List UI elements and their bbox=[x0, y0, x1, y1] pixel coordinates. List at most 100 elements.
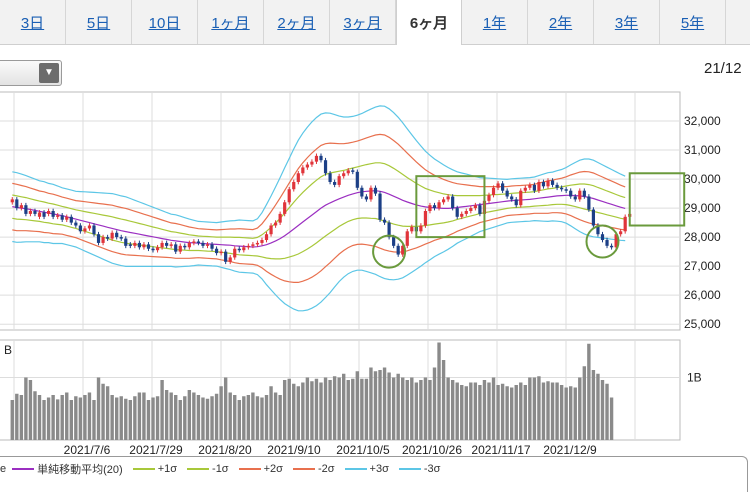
volume-bar bbox=[219, 386, 223, 440]
candle bbox=[46, 211, 51, 214]
volume-bar bbox=[142, 392, 146, 440]
candle bbox=[151, 248, 155, 251]
candle bbox=[550, 180, 555, 185]
tab-9[interactable]: 3年 bbox=[594, 0, 660, 44]
legend-label: -3σ bbox=[423, 463, 441, 475]
volume-bar bbox=[296, 386, 300, 440]
volume-bar bbox=[432, 367, 437, 440]
volume-bar bbox=[201, 397, 205, 440]
candle bbox=[437, 202, 441, 209]
candle bbox=[19, 205, 23, 209]
volume-bar bbox=[10, 400, 14, 440]
volume-bar bbox=[582, 366, 587, 440]
chart-type-select[interactable]: ▼ bbox=[0, 60, 62, 86]
candle bbox=[342, 173, 346, 177]
y-tick-label: 26,000 bbox=[684, 288, 721, 302]
candle bbox=[491, 187, 496, 196]
volume-bar bbox=[351, 378, 355, 440]
candle bbox=[169, 244, 173, 246]
candle bbox=[346, 170, 350, 174]
candle bbox=[401, 245, 405, 255]
volume-bar bbox=[391, 377, 396, 440]
candle bbox=[51, 211, 55, 217]
volume-bar bbox=[564, 387, 568, 440]
chevron-down-icon[interactable]: ▼ bbox=[39, 63, 59, 83]
tab-3[interactable]: 1ヶ月 bbox=[198, 0, 264, 44]
tab-label: 6ヶ月 bbox=[409, 15, 449, 32]
candle bbox=[83, 228, 87, 232]
band-minus1 bbox=[12, 203, 626, 260]
tab-4[interactable]: 2ヶ月 bbox=[264, 0, 330, 44]
legend: e 単純移動平均(20) +1σ -1σ +2σ -2σ +3σ -3σ bbox=[0, 459, 750, 479]
candle bbox=[273, 222, 278, 226]
volume-bar bbox=[396, 373, 400, 440]
candle bbox=[541, 181, 546, 187]
tab-2[interactable]: 10日 bbox=[132, 0, 198, 44]
volume-bar bbox=[519, 382, 523, 440]
volume-bar bbox=[314, 378, 319, 440]
period-tabs: 3日 5日 10日 1ヶ月 2ヶ月 3ヶ月 6ヶ月 1年 2年 3年 5年 bbox=[0, 0, 750, 45]
tab-label: 5年 bbox=[680, 14, 705, 32]
volume-bar bbox=[192, 392, 196, 440]
volume-bar bbox=[428, 380, 432, 440]
volume-bar bbox=[74, 396, 78, 440]
volume-bar bbox=[60, 395, 64, 440]
legend-label: -2σ bbox=[317, 463, 335, 475]
volume-bar bbox=[469, 382, 473, 440]
candle bbox=[478, 205, 482, 214]
volume-bar bbox=[33, 391, 37, 440]
legend-item-p1: +1σ bbox=[132, 463, 177, 475]
candle bbox=[10, 199, 14, 203]
candle bbox=[192, 241, 196, 243]
volume-bar bbox=[537, 376, 541, 440]
legend-item-m2: -2σ bbox=[292, 463, 335, 475]
volume-bar bbox=[242, 396, 246, 440]
candle bbox=[355, 171, 359, 188]
tab-label: 2ヶ月 bbox=[277, 14, 316, 32]
tab-8[interactable]: 2年 bbox=[528, 0, 594, 44]
tab-5[interactable]: 3ヶ月 bbox=[330, 0, 396, 44]
candle bbox=[160, 242, 164, 248]
price-chart: 25,000 26,000 27,000 28,000 29,000 30,000 31,0… bbox=[0, 91, 721, 457]
y-tick-label: 32,000 bbox=[684, 114, 721, 128]
volume-bar bbox=[464, 386, 468, 440]
tab-6[interactable]: 6ヶ月 bbox=[396, 0, 462, 45]
volume-bar bbox=[251, 392, 255, 440]
candle bbox=[128, 244, 132, 246]
volume-bar bbox=[83, 395, 87, 440]
candle bbox=[301, 167, 305, 174]
candle bbox=[369, 187, 373, 200]
tab-7[interactable]: 1年 bbox=[462, 0, 528, 44]
candle bbox=[387, 222, 391, 238]
volume-bar bbox=[342, 373, 346, 440]
candle bbox=[573, 196, 577, 200]
band-plus3 bbox=[12, 105, 626, 224]
y-tick-label: 27,000 bbox=[684, 259, 721, 273]
volume-bar bbox=[319, 382, 323, 440]
tab-1[interactable]: 5日 bbox=[66, 0, 132, 44]
tab-10[interactable]: 5年 bbox=[660, 0, 726, 44]
legend-item-p3: +3σ bbox=[344, 463, 389, 475]
candle bbox=[410, 226, 414, 232]
volume-bar bbox=[196, 395, 201, 440]
candle bbox=[351, 170, 355, 172]
candle bbox=[233, 248, 237, 258]
volume-bar bbox=[500, 383, 505, 440]
legend-item-m1: -1σ bbox=[187, 463, 229, 475]
volume-bar bbox=[405, 380, 409, 440]
volume-bar bbox=[214, 393, 219, 440]
tab-0[interactable]: 3日 bbox=[0, 0, 66, 44]
candle bbox=[560, 187, 564, 190]
candle bbox=[56, 215, 60, 217]
volume-bar bbox=[605, 383, 609, 440]
x-tick-label: 2021/11/17 bbox=[471, 443, 530, 457]
candle bbox=[96, 234, 101, 243]
candle bbox=[210, 244, 214, 249]
volume-bar bbox=[578, 377, 582, 440]
volume-bar bbox=[423, 377, 428, 440]
annotation-circle bbox=[585, 224, 620, 259]
candle bbox=[133, 242, 137, 246]
volume-bar bbox=[505, 386, 509, 440]
volume-bar bbox=[87, 392, 92, 440]
candle bbox=[242, 247, 246, 251]
